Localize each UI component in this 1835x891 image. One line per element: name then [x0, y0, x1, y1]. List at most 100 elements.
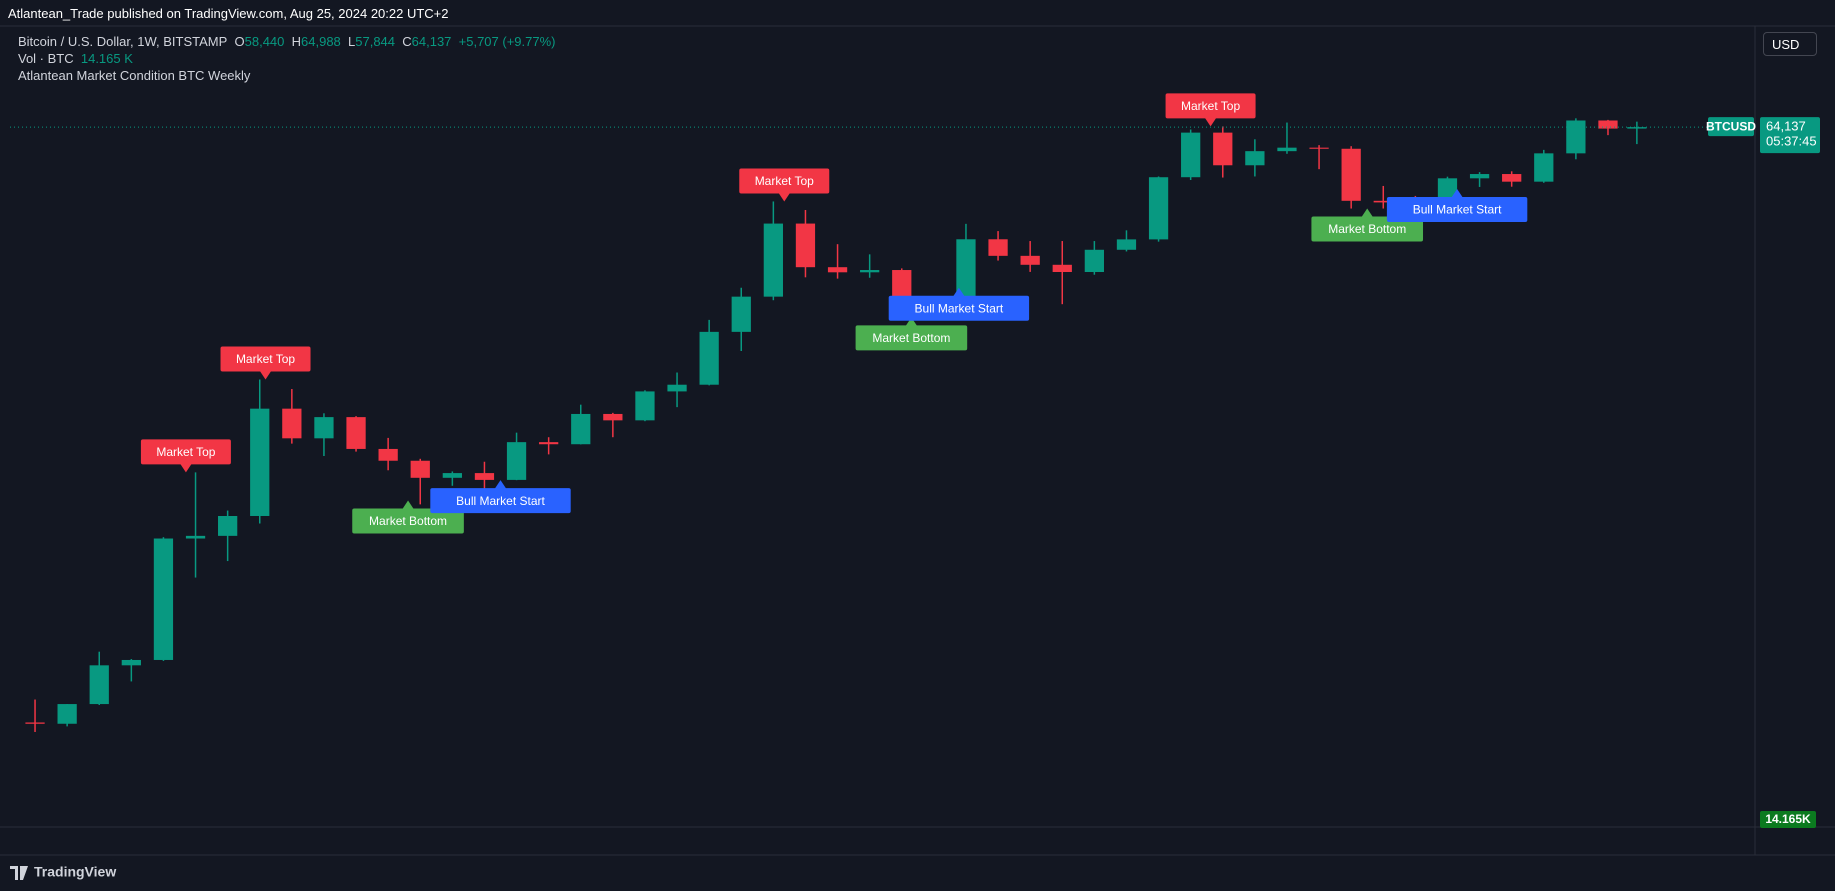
- candle-body: [1116, 239, 1137, 250]
- annotation-pointer: [905, 317, 918, 327]
- volume-tag: [1760, 811, 1816, 828]
- candle-body: [1534, 153, 1554, 182]
- footer-brand: TradingView: [34, 864, 116, 880]
- symbol-legend: Bitcoin / U.S. Dollar, 1W, BITSTAMP O58,…: [18, 34, 556, 49]
- candle-body: [795, 223, 816, 268]
- annotation-label: Market Bottom: [1328, 222, 1406, 236]
- candle-body: [603, 413, 623, 421]
- candle-body: [506, 442, 527, 480]
- symbol-tag: [1708, 117, 1754, 137]
- candle-body: [25, 722, 45, 724]
- candle-body: [1341, 148, 1361, 201]
- volume: 14.165 K: [80, 51, 133, 66]
- change: +5,707 (+9.77%): [458, 34, 556, 49]
- candle-body: [1084, 249, 1104, 273]
- annotation-pointer: [952, 287, 965, 297]
- symbol: Bitcoin / U.S. Dollar, 1W, BITSTAMP: [18, 34, 228, 49]
- price-tag-text: 64,137: [1766, 119, 1806, 134]
- annotation-pointer: [1451, 189, 1464, 199]
- candle-body: [1502, 174, 1522, 182]
- published-line: Atlantean_Trade published on TradingView…: [8, 6, 449, 21]
- annotation-box: [1165, 93, 1256, 119]
- candle-body: [121, 659, 141, 666]
- candle-body: [89, 665, 109, 705]
- candle-body: [988, 239, 1008, 256]
- annotation-label: Bull Market Start: [915, 301, 1004, 315]
- volume-key: Vol · BTC: [18, 51, 74, 66]
- annotation-label: Market Top: [755, 174, 814, 188]
- annotation-label: Market Top: [1181, 99, 1240, 113]
- candle-body: [185, 535, 206, 539]
- symbol-tag-text: BTCUSD: [1706, 119, 1756, 133]
- annotation-label: Bull Market Start: [456, 494, 545, 508]
- candle-body: [731, 296, 751, 332]
- candle-body: [1598, 120, 1618, 129]
- candle-body: [1181, 132, 1201, 178]
- candle-body: [1309, 147, 1329, 149]
- annotation-pointer: [1204, 117, 1217, 127]
- candle-body: [442, 473, 462, 478]
- annotation-pointer: [1361, 208, 1374, 218]
- candle-body: [410, 460, 430, 478]
- annotation-pointer: [179, 463, 192, 473]
- annotation-pointer: [259, 370, 272, 380]
- price-tag: [1760, 117, 1820, 154]
- annotation-box: [739, 168, 830, 194]
- high: 64,988: [301, 34, 341, 49]
- candle-body: [474, 473, 495, 480]
- candle-body: [1020, 255, 1040, 265]
- annotation-box: [1386, 197, 1528, 223]
- close: 64,137: [411, 34, 452, 49]
- annotation-box: [220, 346, 311, 372]
- low: 57,844: [355, 34, 396, 49]
- annotation-pointer: [402, 500, 415, 510]
- annotation-box: [140, 439, 231, 465]
- candle-body: [860, 270, 880, 273]
- candle-body: [1213, 132, 1233, 166]
- candle-body: [539, 442, 559, 445]
- low-key: L: [348, 34, 356, 49]
- annotation-label: Bull Market Start: [1413, 203, 1502, 217]
- candle-body: [571, 413, 591, 445]
- annotation-box: [855, 325, 968, 351]
- currency-button[interactable]: USD: [1763, 32, 1817, 56]
- annotation-box: [1311, 216, 1424, 242]
- footer-logo: [10, 866, 28, 880]
- annotation-pointer: [778, 192, 791, 202]
- candle-body: [763, 223, 783, 297]
- candle-body: [1469, 174, 1490, 179]
- candle-body: [1148, 177, 1169, 240]
- volume-legend: Vol · BTC 14.165 K: [18, 51, 133, 66]
- annotation-box: [352, 508, 464, 534]
- close-key: C: [402, 34, 412, 49]
- candle-body: [956, 239, 976, 301]
- open: 58,440: [244, 34, 285, 49]
- candle-body: [250, 408, 270, 516]
- candle-body: [827, 267, 848, 273]
- candle-body: [314, 417, 334, 439]
- annotation-label: Market Bottom: [872, 331, 950, 345]
- annotation-box: [888, 295, 1030, 321]
- candle-body: [635, 391, 655, 421]
- candle-body: [282, 408, 302, 439]
- annotation-pointer: [494, 480, 507, 490]
- annotation-label: Market Top: [236, 352, 295, 366]
- candle-body: [1627, 127, 1647, 129]
- countdown: 05:37:45: [1766, 134, 1817, 149]
- high-key: H: [291, 34, 302, 49]
- candle-body: [1373, 200, 1393, 203]
- annotation-label: Market Top: [156, 445, 215, 459]
- candle-body: [378, 448, 398, 461]
- candle-body: [667, 384, 687, 392]
- candle-body: [699, 331, 719, 385]
- candle-body: [1277, 147, 1297, 152]
- annotation-box: [430, 488, 571, 514]
- indicator-legend: Atlantean Market Condition BTC Weekly: [18, 68, 251, 83]
- candle-body: [218, 515, 238, 536]
- candle-body: [1566, 120, 1586, 154]
- candle-body: [153, 538, 174, 660]
- candle-body: [1052, 264, 1072, 273]
